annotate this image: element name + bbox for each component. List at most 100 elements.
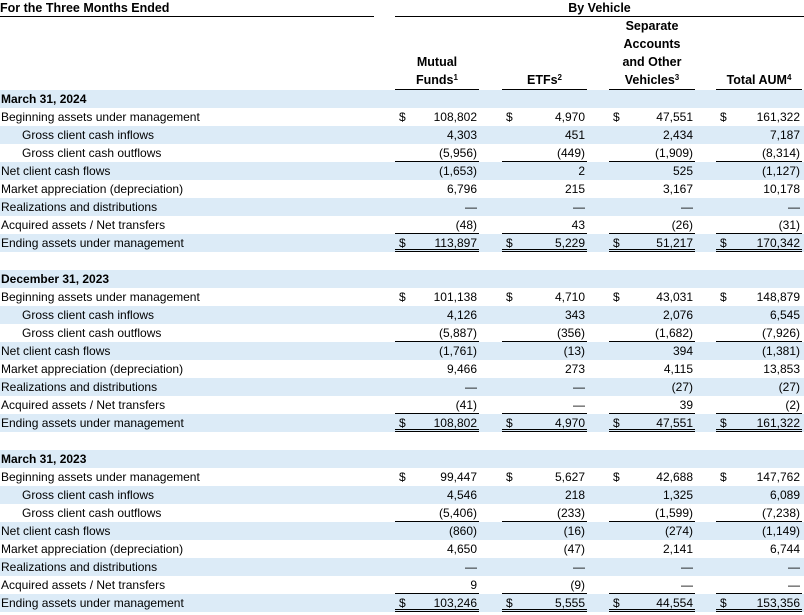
table-row: Realizations and distributions — — — —	[0, 198, 804, 216]
cell-value: 5,555	[554, 596, 585, 610]
table-cell: $5,555	[502, 594, 587, 612]
currency-symbol: $	[506, 236, 513, 250]
table-cell: 13,853	[716, 360, 802, 377]
cell-value: 39	[679, 398, 693, 412]
table-cell: 9	[395, 576, 479, 594]
table-row: Gross client cash inflows 4,546 218 1,325 6,…	[0, 486, 804, 504]
column-header-etfs: ETFs2	[502, 71, 587, 90]
table-cell: $101,138	[395, 288, 479, 305]
cell-value: —	[465, 200, 477, 214]
cell-value: (5,887)	[438, 326, 477, 340]
cell-value: 4,303	[446, 128, 477, 142]
table-cell: 3,167	[609, 180, 695, 197]
table-row: Gross client cash inflows 4,126 343 2,076 6,…	[0, 306, 804, 324]
footnote-marker: 1	[453, 73, 458, 82]
table-row: Market appreciation (depreciation) 4,650 (…	[0, 540, 804, 558]
currency-symbol: $	[613, 110, 620, 124]
row-label: Ending assets under management	[1, 596, 184, 610]
footnote-marker: 4	[786, 73, 792, 82]
cell-value: 10,178	[763, 182, 800, 196]
cell-value: (41)	[455, 398, 477, 412]
cell-value: (233)	[556, 506, 585, 520]
cell-value: 3,167	[662, 182, 693, 196]
column-header-line: Vehicles3	[624, 73, 680, 87]
cell-value: 394	[672, 344, 693, 358]
table-row: Gross client cash outflows (5,956) (449) (1…	[0, 144, 804, 162]
table-cell: $108,802	[395, 414, 479, 432]
cell-value: (356)	[556, 326, 585, 340]
table-row: Beginning assets under management $101,13…	[0, 288, 804, 306]
table-cell: 10,178	[716, 180, 802, 197]
table-cell: 6,796	[395, 180, 479, 197]
column-header-line: Separate	[625, 19, 679, 33]
cell-value: —	[573, 200, 585, 214]
table-cell: (1,127)	[716, 162, 802, 179]
table-row: Acquired assets / Net transfers (48) 43 (26…	[0, 216, 804, 234]
column-header-line: ETFs2	[526, 73, 562, 87]
section-header-row: March 31, 2024	[0, 90, 804, 108]
table-cell: —	[502, 378, 587, 395]
table-cell: $161,322	[716, 414, 802, 432]
currency-symbol: $	[399, 470, 406, 484]
cell-value: (7,238)	[761, 506, 800, 520]
table-cell: (356)	[502, 324, 587, 342]
cell-value: 4,650	[446, 542, 477, 556]
section-title: December 31, 2023	[1, 272, 110, 286]
row-label: Gross client cash outflows	[22, 146, 162, 160]
table-cell: 394	[609, 342, 695, 359]
table-cell: 6,089	[716, 486, 802, 503]
row-label: Acquired assets / Net transfers	[1, 218, 166, 232]
table-cell: (1,653)	[395, 162, 479, 179]
column-header-line: Mutual	[416, 55, 458, 69]
table-row: Net client cash flows (1,653) 2 525 (1,127)	[0, 162, 804, 180]
cell-value: 43,031	[656, 290, 693, 304]
currency-symbol: $	[720, 236, 727, 250]
table-cell: (1,682)	[609, 324, 695, 342]
cell-value: 4,546	[446, 488, 477, 502]
table-cell: $148,879	[716, 288, 802, 305]
cell-value: (26)	[671, 218, 693, 232]
cell-value: (274)	[664, 524, 693, 538]
table-cell: (7,926)	[716, 324, 802, 342]
cell-value: 113,897	[434, 236, 478, 250]
row-label: Ending assets under management	[1, 416, 184, 430]
cell-value: 6,744	[769, 542, 800, 556]
column-header-total-aum: Total AUM4	[716, 71, 802, 90]
row-label: Net client cash flows	[1, 344, 111, 358]
cell-value: (1,127)	[761, 164, 800, 178]
table-cell: 218	[502, 486, 587, 503]
table-cell: (1,761)	[395, 342, 479, 359]
table-row: Acquired assets / Net transfers (41) — 39 (2…	[0, 396, 804, 414]
cell-value: 4,126	[446, 308, 477, 322]
table-cell: —	[502, 558, 587, 575]
table-cell: $170,342	[716, 234, 802, 252]
table-cell: $4,710	[502, 288, 587, 305]
table-cell: —	[502, 396, 587, 414]
cell-value: (1,653)	[438, 164, 477, 178]
cell-value: 47,551	[656, 110, 693, 124]
table-cell: 451	[502, 126, 587, 143]
cell-value: 5,627	[554, 470, 585, 484]
section-header-row: December 31, 2023	[0, 270, 804, 288]
table-cell: $4,970	[502, 414, 587, 432]
row-label: Net client cash flows	[1, 524, 111, 538]
cell-value: (1,761)	[438, 344, 477, 358]
table-cell: 9,466	[395, 360, 479, 377]
cell-value: —	[788, 560, 800, 574]
row-label: Net client cash flows	[1, 164, 111, 178]
currency-symbol: $	[399, 236, 406, 250]
cell-value: 161,322	[756, 110, 800, 124]
table-row: Net client cash flows (1,761) (13) 394 (1,38…	[0, 342, 804, 360]
table-cell: —	[609, 198, 695, 215]
table-cell: 39	[609, 396, 695, 414]
table-cell: $47,551	[609, 108, 695, 125]
cell-value: (27)	[671, 380, 693, 394]
table-cell: —	[395, 378, 479, 395]
row-label: Realizations and distributions	[1, 380, 158, 394]
cell-value: 51,217	[656, 236, 693, 250]
row-label: Gross client cash outflows	[22, 506, 162, 520]
table-cell: (31)	[716, 216, 802, 234]
table-cell: $147,762	[716, 468, 802, 485]
cell-value: 343	[564, 308, 585, 322]
table-cell: $5,229	[502, 234, 587, 252]
